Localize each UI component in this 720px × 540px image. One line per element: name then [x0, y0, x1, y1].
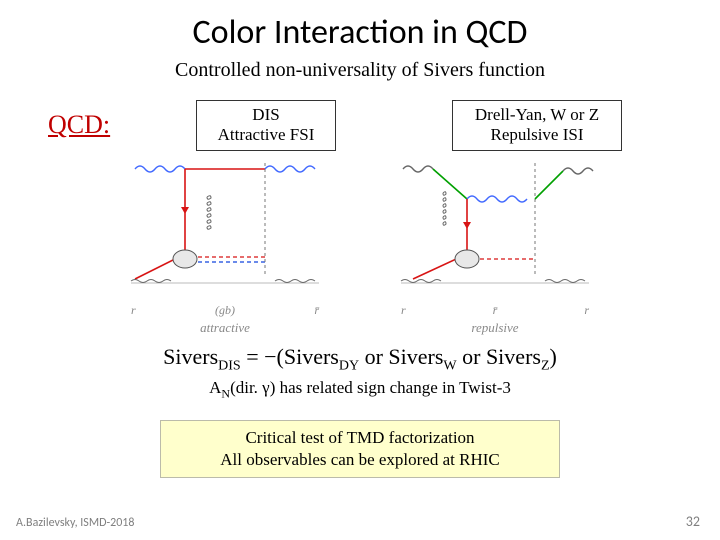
highlight-line2: All observables can be explored at RHIC: [171, 449, 549, 471]
dis-gb: (gb): [136, 303, 315, 318]
subtitle: Controlled non-universality of Sivers fu…: [0, 59, 720, 82]
eq-lhs: Sivers: [163, 344, 218, 369]
dy-r-right: r: [584, 303, 589, 318]
box-dis: DIS Attractive FSI: [196, 100, 336, 151]
diagram-axis-labels: r (gb) r̄ r r̄ r: [80, 303, 640, 318]
eq-dy-sub: DY: [339, 358, 359, 373]
diagram-dy: [395, 159, 595, 299]
box-dis-line1: DIS: [209, 105, 323, 125]
diagram-dis: [125, 159, 325, 299]
eq-lhs-sub: DIS: [218, 358, 241, 373]
caption-attractive: attractive: [125, 320, 325, 336]
qcd-label: QCD:: [48, 110, 158, 140]
feynman-diagrams: [80, 159, 640, 299]
highlight-box: Critical test of TMD factorization All o…: [160, 420, 560, 478]
eq-or2: or Sivers: [457, 344, 541, 369]
eq-w-sub: W: [443, 358, 456, 373]
eq-z-sub: Z: [541, 358, 550, 373]
highlight-line1: Critical test of TMD factorization: [171, 427, 549, 449]
note-nsub: N: [221, 387, 230, 401]
dis-rbar: r̄: [314, 303, 319, 318]
caption-repulsive: repulsive: [395, 320, 595, 336]
diagram-captions: attractive repulsive: [80, 320, 640, 336]
box-dy-line2: Repulsive ISI: [465, 125, 609, 145]
eq-or1: or Sivers: [359, 344, 443, 369]
note-rest: (dir. γ) has related sign change in Twis…: [230, 378, 511, 397]
box-dy: Drell-Yan, W or Z Repulsive ISI: [452, 100, 622, 151]
dy-rbar: r̄: [406, 303, 585, 318]
box-dy-line1: Drell-Yan, W or Z: [465, 105, 609, 125]
eq-eq: = −(Sivers: [241, 344, 339, 369]
box-dis-line2: Attractive FSI: [209, 125, 323, 145]
eq-tail: ): [550, 344, 557, 369]
footer-author: A.Bazilevsky, ISMD-2018: [16, 516, 134, 530]
label-row: QCD: DIS Attractive FSI Drell-Yan, W or …: [0, 100, 720, 151]
page-title: Color Interaction in QCD: [0, 0, 720, 53]
twist3-note: AN(dir. γ) has related sign change in Tw…: [0, 378, 720, 401]
slide-number: 32: [686, 513, 700, 530]
note-a: A: [209, 378, 221, 397]
sivers-equation: SiversDIS = −(SiversDY or SiversW or Siv…: [0, 344, 720, 374]
